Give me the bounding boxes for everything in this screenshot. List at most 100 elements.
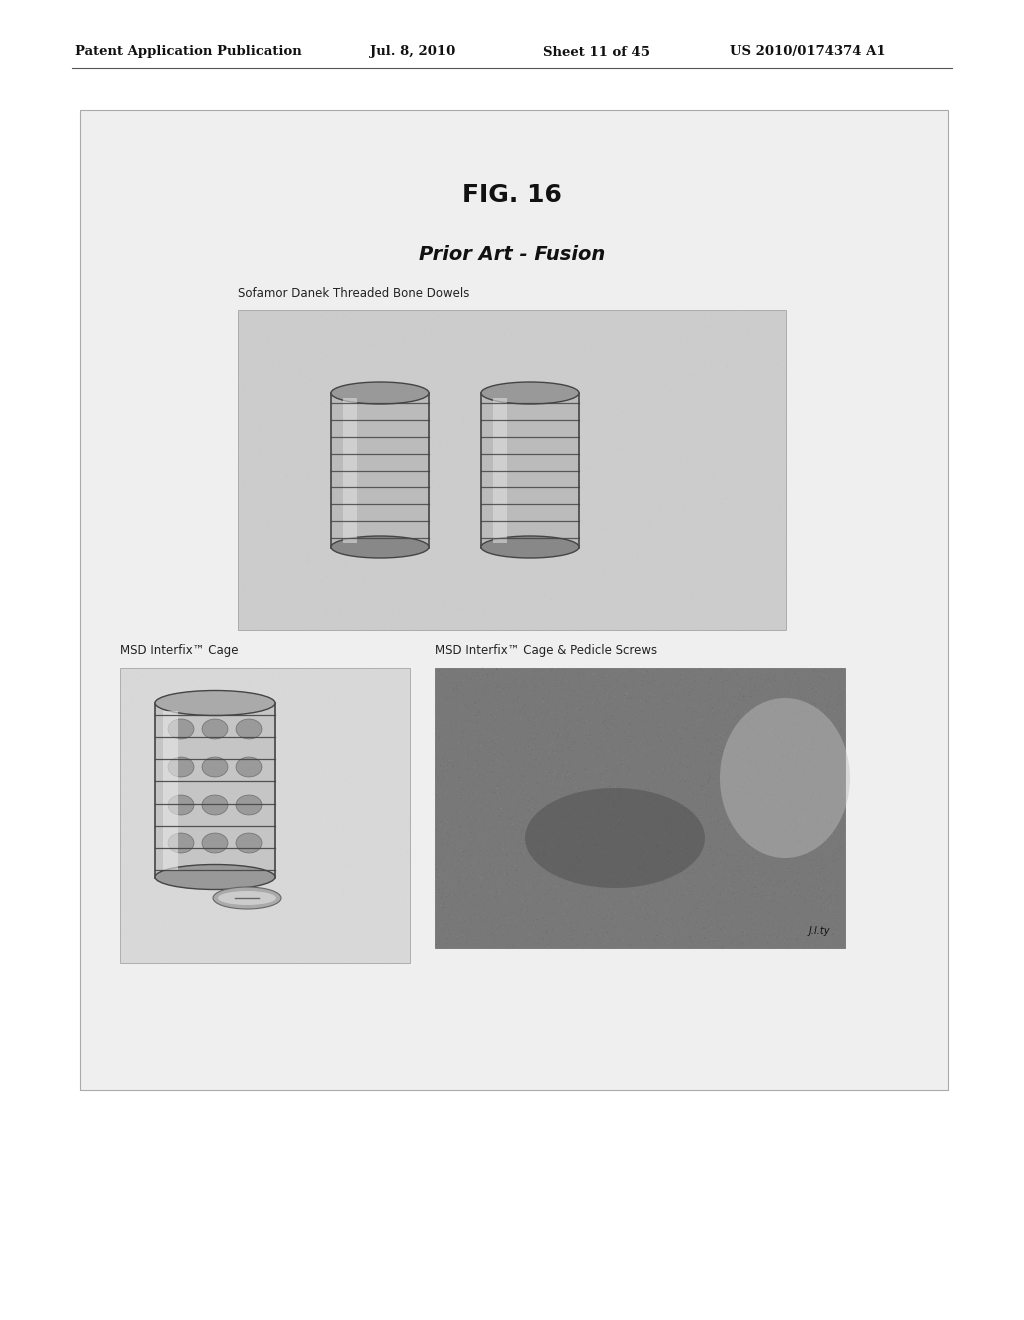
Point: [540, 909, 556, 931]
Point: [819, 685, 836, 706]
Point: [753, 698, 769, 719]
Point: [580, 801, 596, 822]
Point: [264, 381, 281, 403]
Point: [509, 520, 525, 541]
Point: [268, 589, 285, 610]
Point: [667, 610, 683, 631]
Point: [496, 375, 512, 396]
Point: [646, 317, 663, 338]
Point: [706, 842, 722, 863]
Point: [535, 599, 551, 620]
Point: [396, 445, 413, 466]
Point: [545, 867, 561, 888]
Point: [813, 759, 829, 780]
Point: [644, 810, 660, 832]
Point: [432, 689, 449, 710]
Point: [745, 517, 762, 539]
Point: [458, 696, 474, 717]
Point: [504, 866, 520, 887]
Point: [674, 774, 690, 795]
Point: [207, 828, 223, 849]
Point: [834, 734, 850, 755]
Point: [234, 381, 251, 403]
Point: [698, 875, 715, 896]
Point: [508, 714, 524, 735]
Point: [810, 743, 826, 764]
Point: [743, 912, 760, 933]
Point: [689, 428, 706, 449]
Point: [380, 874, 396, 895]
Point: [674, 727, 690, 748]
Point: [610, 760, 627, 781]
Point: [594, 432, 610, 453]
Point: [528, 772, 545, 793]
Point: [713, 467, 729, 488]
Point: [366, 322, 382, 343]
Point: [583, 842, 599, 863]
Point: [770, 482, 786, 503]
Point: [695, 495, 712, 516]
Point: [639, 780, 655, 801]
Point: [695, 484, 712, 506]
Point: [715, 842, 731, 863]
Point: [496, 672, 512, 693]
Point: [695, 713, 712, 734]
Point: [685, 454, 701, 475]
Point: [145, 742, 162, 763]
Point: [687, 855, 703, 876]
Point: [435, 678, 452, 700]
Point: [165, 810, 181, 832]
Point: [272, 520, 289, 541]
Point: [171, 863, 187, 884]
Point: [605, 928, 622, 949]
Point: [469, 762, 485, 783]
Point: [251, 491, 267, 512]
Point: [302, 354, 318, 375]
Point: [771, 546, 787, 568]
Point: [484, 362, 501, 383]
Point: [637, 861, 653, 882]
Point: [779, 927, 796, 948]
Point: [540, 470, 556, 491]
Point: [795, 892, 811, 913]
Point: [302, 768, 318, 789]
Point: [710, 455, 726, 477]
Point: [444, 675, 461, 696]
Point: [275, 607, 292, 628]
Point: [634, 417, 650, 438]
Point: [310, 541, 327, 562]
Point: [445, 924, 462, 945]
Point: [783, 746, 800, 767]
Point: [483, 764, 500, 785]
Point: [489, 473, 506, 494]
Point: [641, 433, 657, 454]
Point: [638, 524, 654, 545]
Point: [794, 762, 810, 783]
Point: [440, 725, 457, 746]
Point: [803, 673, 819, 694]
Point: [541, 734, 557, 755]
Point: [433, 729, 450, 750]
Point: [123, 750, 139, 771]
Point: [452, 482, 468, 503]
Point: [547, 366, 563, 387]
Point: [796, 931, 812, 952]
Point: [775, 722, 792, 743]
Point: [616, 929, 633, 950]
Point: [641, 803, 657, 824]
Point: [575, 536, 592, 557]
Point: [513, 764, 529, 785]
Point: [556, 314, 572, 335]
Point: [579, 599, 595, 620]
Point: [248, 784, 264, 805]
Point: [337, 849, 353, 870]
Point: [833, 879, 849, 900]
Point: [540, 457, 556, 478]
Point: [756, 601, 772, 622]
Point: [258, 529, 274, 550]
Point: [539, 821, 555, 842]
Point: [536, 531, 552, 552]
Point: [528, 768, 545, 789]
Point: [538, 820, 554, 841]
Point: [677, 803, 693, 824]
